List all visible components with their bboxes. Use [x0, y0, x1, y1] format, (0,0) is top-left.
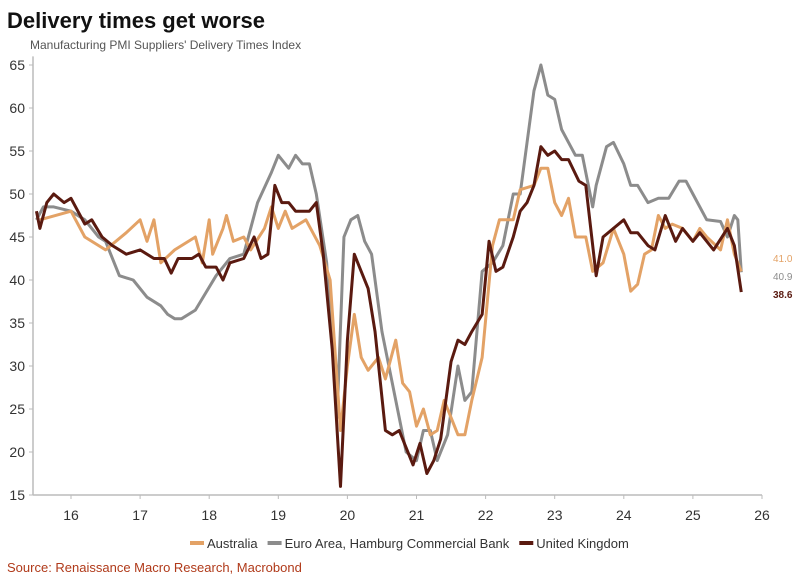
- y-tick-label: 50: [9, 186, 25, 202]
- x-tick-label: 21: [409, 507, 425, 523]
- series-line-united-kingdom: [34, 145, 743, 488]
- x-tick-label: 26: [754, 507, 770, 523]
- y-tick-label: 65: [9, 57, 25, 73]
- legend-label: Euro Area, Hamburg Commercial Bank: [285, 536, 510, 551]
- y-tick-label: 25: [9, 401, 25, 417]
- y-tick-label: 35: [9, 315, 25, 331]
- end-value-label: 38.6: [773, 290, 793, 301]
- y-tick-label: 45: [9, 229, 25, 245]
- y-tick-label: 55: [9, 143, 25, 159]
- x-tick-label: 23: [547, 507, 563, 523]
- series-line-australia: [39, 166, 743, 437]
- x-tick-label: 22: [478, 507, 494, 523]
- source-note: Source: Renaissance Macro Research, Macr…: [7, 560, 302, 575]
- legend-label: Australia: [207, 536, 258, 551]
- x-tick-label: 25: [685, 507, 701, 523]
- x-tick-label: 18: [201, 507, 217, 523]
- x-tick-label: 17: [132, 507, 148, 523]
- y-tick-label: 60: [9, 100, 25, 116]
- series-line-euro-area-hamburg-commercial-bank: [35, 63, 743, 463]
- x-tick-label: 16: [63, 507, 79, 523]
- x-tick-label: 24: [616, 507, 632, 523]
- y-tick-label: 15: [9, 487, 25, 503]
- y-tick-label: 30: [9, 358, 25, 374]
- end-value-label: 41.0: [773, 254, 793, 265]
- y-tick-label: 20: [9, 444, 25, 460]
- legend-label: United Kingdom: [536, 536, 629, 551]
- end-value-label: 40.9: [773, 272, 793, 283]
- chart-title: Delivery times get worse: [7, 8, 266, 33]
- x-tick-label: 19: [271, 507, 287, 523]
- x-tick-label: 20: [340, 507, 356, 523]
- chart-subtitle: Manufacturing PMI Suppliers' Delivery Ti…: [30, 38, 302, 52]
- y-tick-label: 40: [9, 272, 25, 288]
